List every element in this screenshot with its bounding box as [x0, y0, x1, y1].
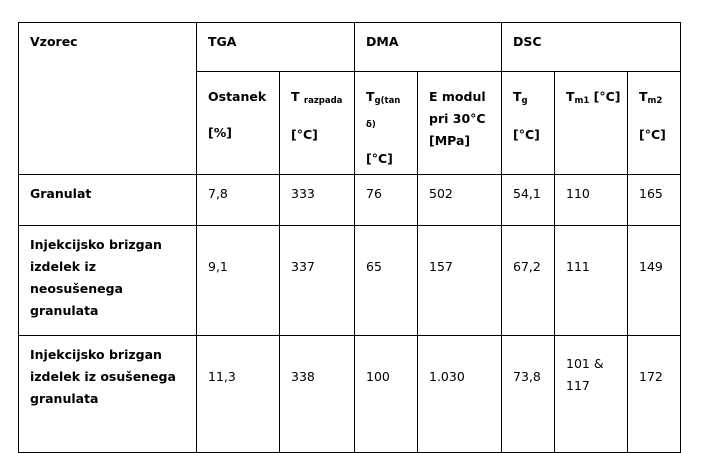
- cell-ostanek: 7,8: [196, 174, 280, 226]
- subheader-dsc-tg: Tg [°C]: [501, 71, 555, 175]
- subheader-tg-tand: Tg(tan δ) [°C]: [354, 71, 418, 175]
- cell-tg-tand: 65: [354, 225, 418, 336]
- results-table: Vzorec TGA DMA DSC Ostanek [%] T razpada…: [18, 22, 682, 453]
- cell-dsc-tg: 73,8: [501, 335, 555, 453]
- header-tga: TGA: [196, 22, 355, 72]
- cell-t-razpada: 338: [279, 335, 355, 453]
- cell-tg-tand: 76: [354, 174, 418, 226]
- cell-tm2: 165: [626, 174, 682, 226]
- table-row: Injekcijsko brizgan izdelek iz neosušene…: [18, 225, 682, 336]
- cell-dsc-tg: 54,1: [501, 174, 555, 226]
- subheader-tm1: Tm1 [°C]: [554, 71, 628, 175]
- header-dma: DMA: [354, 22, 502, 72]
- header-dsc: DSC: [500, 22, 682, 72]
- cell-e-modul: 157: [417, 225, 502, 336]
- cell-tm1: 111: [554, 225, 628, 336]
- subheader-e-modul: E modul pri 30°C [MPa]: [417, 71, 502, 175]
- table-row: Granulat 7,8 333 76 502 54,1 110 165: [18, 174, 682, 226]
- table-row: Injekcijsko brizgan izdelek iz osušenega…: [18, 335, 682, 453]
- cell-tm1: 110: [554, 174, 628, 226]
- cell-tm2: 172: [626, 335, 682, 453]
- subheader-ostanek: Ostanek [%]: [196, 71, 280, 175]
- row-name: Injekcijsko brizgan izdelek iz neosušene…: [18, 225, 197, 336]
- cell-e-modul: 1.030: [417, 335, 502, 453]
- cell-tm2: 149: [626, 225, 682, 336]
- cell-tm1: 101 & 117: [554, 335, 628, 453]
- cell-dsc-tg: 67,2: [501, 225, 555, 336]
- subheader-tm2: Tm2 [°C]: [626, 71, 682, 175]
- cell-t-razpada: 333: [279, 174, 355, 226]
- cell-e-modul: 502: [417, 174, 502, 226]
- cell-ostanek: 9,1: [196, 225, 280, 336]
- row-name: Granulat: [18, 174, 197, 226]
- cell-tg-tand: 100: [354, 335, 418, 453]
- cell-t-razpada: 337: [279, 225, 355, 336]
- cell-ostanek: 11,3: [196, 335, 280, 453]
- header-sample: Vzorec: [18, 22, 197, 175]
- row-name: Injekcijsko brizgan izdelek iz osušenega…: [18, 335, 197, 453]
- subheader-t-razpada: T razpada [°C]: [279, 71, 355, 175]
